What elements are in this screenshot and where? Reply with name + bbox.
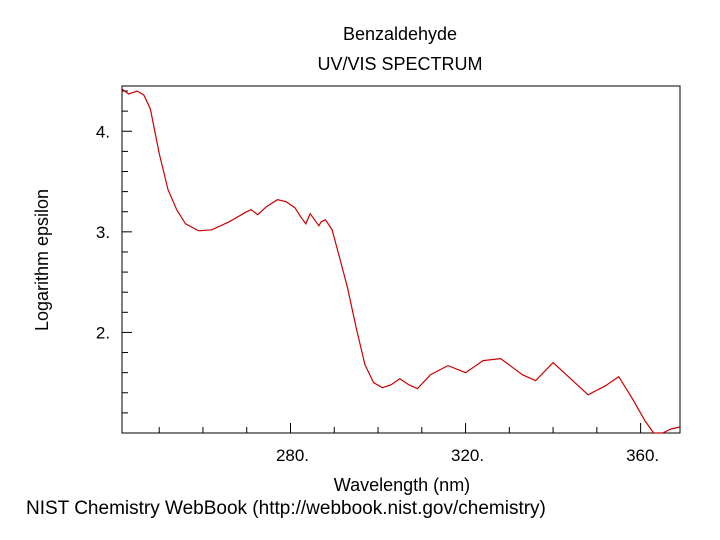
x-axis-label: Wavelength (nm)	[334, 475, 470, 495]
y-axis-tick-labels: 2. 3. 4.	[96, 122, 110, 342]
x-axis-ticks	[158, 423, 642, 433]
x-tick-label: 320.	[451, 446, 484, 465]
x-axis-tick-labels: 280. 320. 360.	[276, 446, 659, 465]
plot-frame	[121, 85, 681, 434]
y-tick-label: 3.	[96, 223, 110, 242]
y-axis-label: Logarithm epsilon	[32, 189, 52, 331]
chart-title: Benzaldehyde	[342, 24, 458, 44]
source-footer: NIST Chemistry WebBook (http://webbook.n…	[26, 498, 546, 519]
y-tick-label: 2.	[96, 323, 110, 342]
x-tick-label: 360.	[626, 446, 659, 465]
chart-subtitle: UV/VIS SPECTRUM	[317, 54, 483, 74]
y-axis-ticks	[122, 90, 132, 434]
x-tick-label: 280.	[276, 446, 309, 465]
y-tick-label: 4.	[96, 122, 110, 141]
spectrum-line	[121, 88, 681, 434]
